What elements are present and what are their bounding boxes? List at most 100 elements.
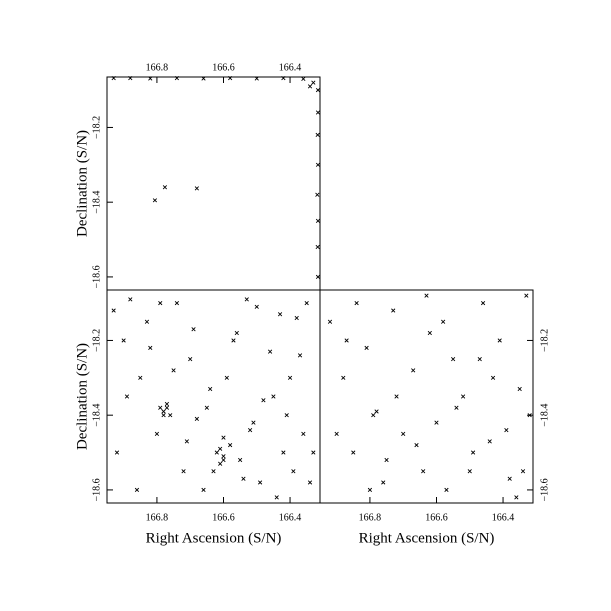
- point: [114, 450, 120, 455]
- point: [497, 338, 502, 343]
- point: [231, 338, 236, 343]
- point: [291, 469, 296, 474]
- point: [211, 469, 216, 474]
- point: [441, 319, 446, 324]
- point: [254, 76, 259, 81]
- point: [364, 345, 369, 351]
- point: [460, 394, 466, 399]
- point: [111, 308, 116, 313]
- point: [341, 375, 346, 380]
- point: [421, 469, 426, 474]
- y-tick-label: −18.4: [539, 404, 550, 427]
- point: [297, 353, 303, 358]
- point: [234, 330, 239, 336]
- point: [367, 487, 373, 493]
- point: [128, 76, 133, 81]
- x-tick-label: 166.4: [279, 512, 302, 523]
- point: [241, 476, 246, 481]
- point: [204, 405, 209, 410]
- point: [214, 450, 219, 455]
- point: [161, 409, 166, 414]
- y-tick-label: −18.4: [91, 191, 102, 214]
- point: [238, 457, 243, 463]
- point: [411, 368, 416, 373]
- point: [311, 450, 316, 455]
- y-tick-label: −18.2: [91, 329, 102, 352]
- y-axis-label: Declination (S/N): [74, 343, 90, 450]
- point: [371, 413, 376, 418]
- point: [261, 398, 266, 403]
- point: [228, 442, 233, 448]
- point: [124, 394, 130, 399]
- y-tick-label: −18.6: [539, 478, 550, 501]
- point: [134, 487, 140, 493]
- point: [351, 450, 356, 455]
- point: [162, 185, 168, 190]
- point: [374, 409, 379, 414]
- point: [514, 495, 519, 500]
- point: [517, 386, 522, 392]
- point: [311, 80, 316, 85]
- x-axis-label: Right Ascension (S/N): [359, 530, 495, 546]
- point: [152, 198, 158, 203]
- point: [148, 76, 153, 81]
- point: [251, 420, 256, 425]
- point: [384, 457, 389, 463]
- x-tick-label: 166.6: [212, 512, 235, 523]
- point: [354, 300, 359, 306]
- point: [427, 330, 432, 336]
- point: [221, 435, 226, 440]
- point: [138, 375, 143, 380]
- point: [277, 312, 283, 317]
- point: [281, 76, 286, 81]
- x-tick-label: 166.8: [146, 62, 169, 73]
- point: [128, 297, 133, 302]
- x-axis-label: Right Ascension (S/N): [146, 530, 282, 546]
- point: [247, 428, 253, 433]
- point: [267, 349, 273, 354]
- point: [274, 495, 279, 500]
- point: [315, 132, 320, 138]
- point: [315, 218, 321, 223]
- point: [301, 76, 306, 81]
- point: [470, 450, 476, 455]
- point: [148, 345, 153, 351]
- point: [294, 315, 299, 321]
- point: [174, 300, 180, 306]
- point: [391, 308, 396, 313]
- point: [164, 405, 170, 410]
- point: [194, 416, 199, 422]
- point: [507, 476, 512, 481]
- point: [164, 401, 170, 407]
- point: [244, 297, 249, 302]
- point: [327, 319, 333, 324]
- point: [181, 469, 186, 474]
- point: [111, 76, 116, 81]
- point: [284, 413, 289, 418]
- point: [315, 87, 321, 93]
- point: [315, 192, 320, 197]
- point: [454, 405, 459, 410]
- point: [228, 76, 233, 81]
- point: [154, 431, 160, 436]
- point: [394, 394, 399, 399]
- point: [224, 375, 229, 380]
- x-tick-label: 166.4: [492, 512, 515, 523]
- y-axis-label: Declination (S/N): [74, 130, 90, 237]
- point: [287, 375, 293, 380]
- x-tick-label: 166.8: [359, 512, 382, 523]
- point: [158, 300, 163, 306]
- point: [487, 439, 492, 444]
- y-tick-label: −18.4: [91, 404, 102, 427]
- point: [334, 431, 339, 436]
- point: [218, 446, 223, 451]
- point: [520, 469, 526, 474]
- point: [254, 304, 259, 309]
- point: [315, 110, 321, 115]
- x-tick-label: 166.6: [212, 62, 235, 73]
- point: [444, 487, 449, 493]
- point: [381, 480, 386, 485]
- point: [524, 293, 529, 298]
- plot-frame: [106, 76, 321, 291]
